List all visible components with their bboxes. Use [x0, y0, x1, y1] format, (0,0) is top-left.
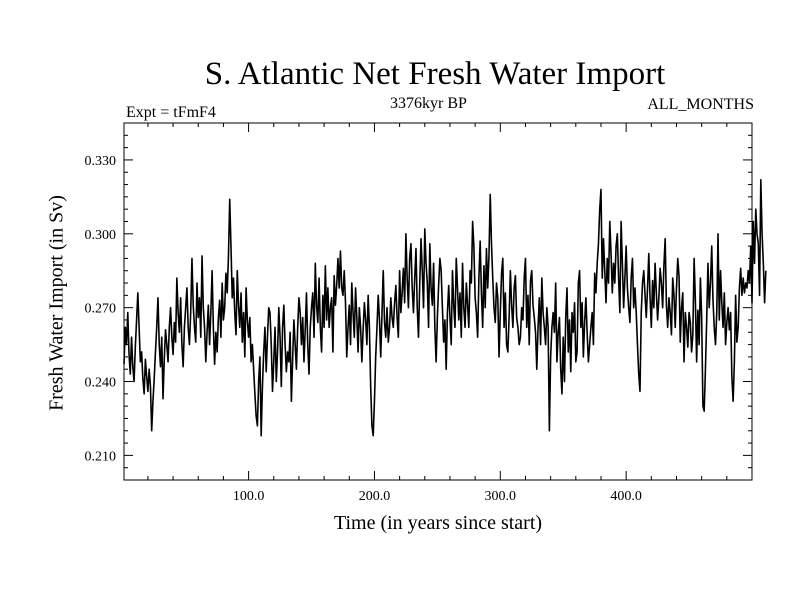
y-tick-label: 0.240 [85, 376, 117, 391]
chart-subtitle: 3376kyr BP [390, 95, 467, 112]
y-tick-label: 0.300 [85, 228, 117, 243]
x-tick-label: 300.0 [485, 489, 517, 504]
x-tick-label: 100.0 [233, 489, 265, 504]
experiment-label: Expt = tFmF4 [126, 104, 216, 121]
data-series-line [123, 178, 767, 437]
x-tick-label: 400.0 [610, 489, 642, 504]
y-tick-label: 0.210 [85, 449, 117, 464]
chart-title: S. Atlantic Net Fresh Water Import [204, 56, 666, 92]
period-label: ALL_MONTHS [647, 96, 754, 113]
y-tick-label: 0.270 [85, 302, 117, 317]
y-tick-label: 0.330 [85, 154, 117, 169]
x-tick-label: 200.0 [359, 489, 391, 504]
x-axis-label: Time (in years since start) [333, 512, 543, 534]
